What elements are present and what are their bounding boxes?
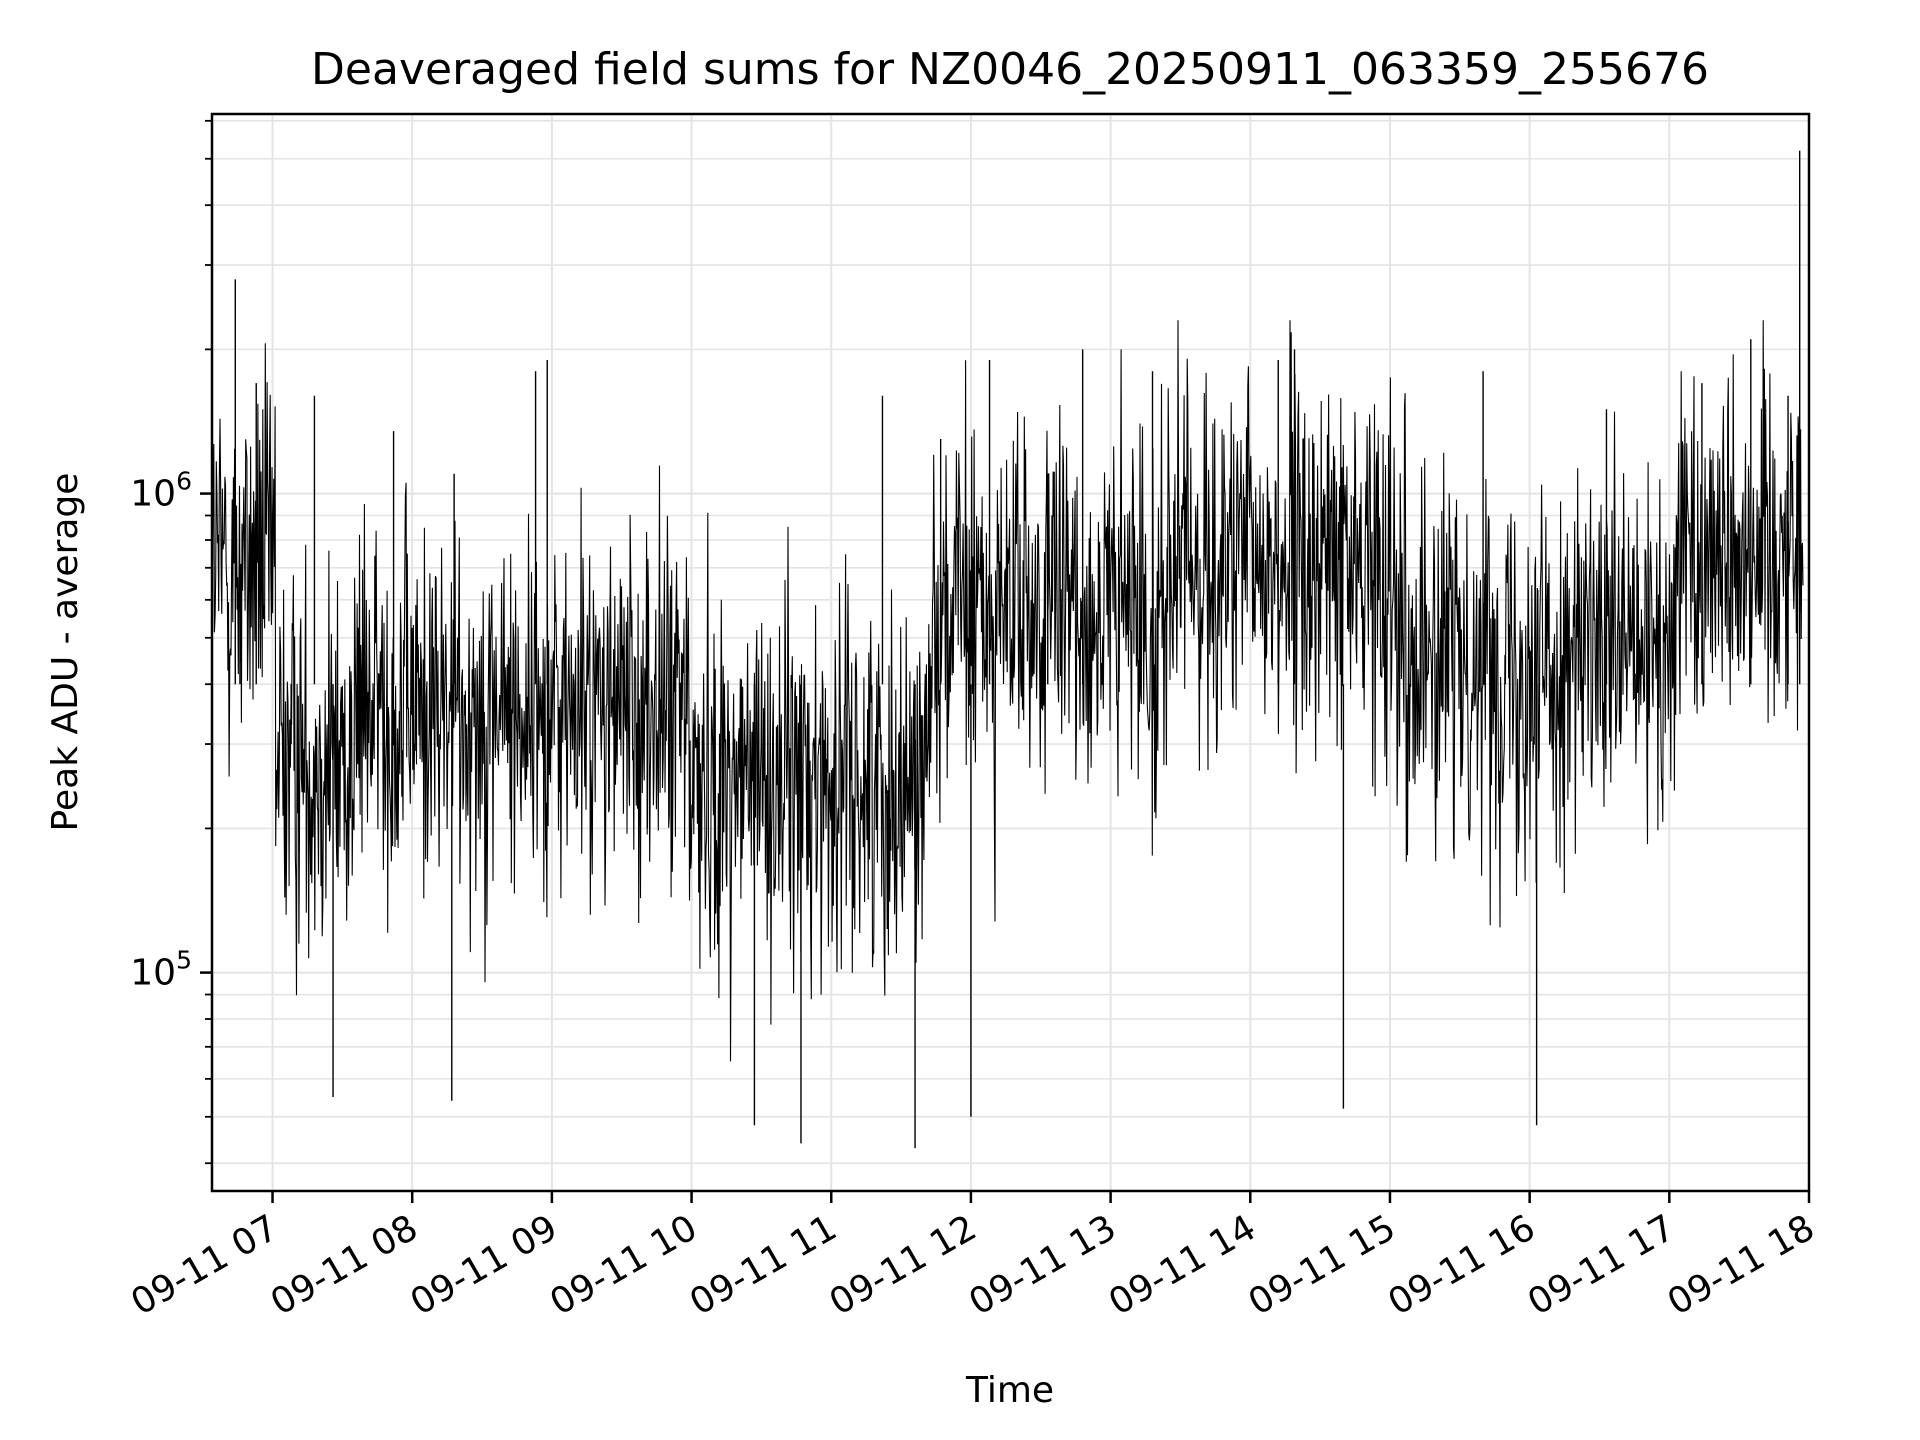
series-line: [211, 320, 1804, 1062]
y-tick-label: 105: [130, 946, 192, 994]
y-axis: 105 106: [130, 119, 212, 1165]
data-line: [211, 320, 1804, 1062]
y-tick-label: 106: [130, 467, 192, 515]
x-axis-label: Time: [965, 1370, 1054, 1411]
y-axis-label: Peak ADU - average: [45, 473, 86, 832]
plot-frame: [210, 112, 1811, 1193]
chart-title: Deaveraged field sums for NZ0046_2025091…: [311, 44, 1709, 95]
